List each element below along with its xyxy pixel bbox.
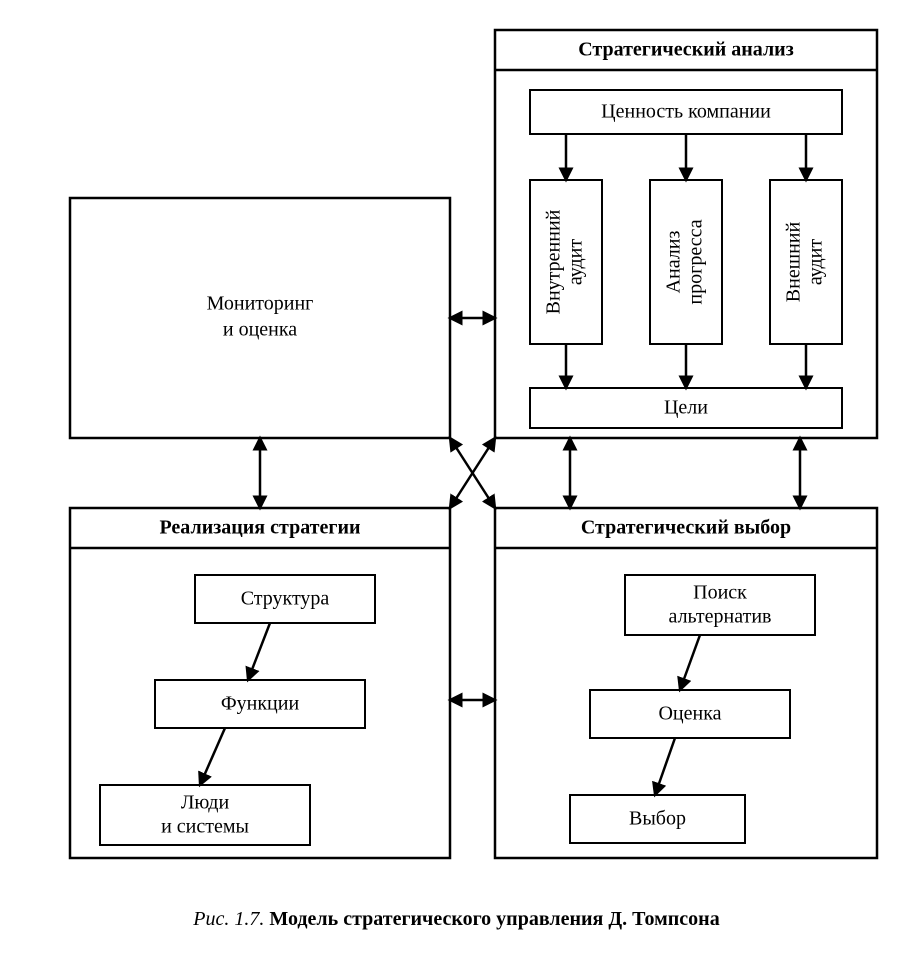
svg-text:Люди: Люди [181, 792, 230, 814]
svg-text:Ценность компании: Ценность компании [601, 101, 771, 123]
svg-text:аудит: аудит [565, 239, 587, 285]
svg-text:Реализация стратегии: Реализация стратегии [159, 517, 360, 539]
svg-text:Стратегический выбор: Стратегический выбор [581, 517, 791, 539]
svg-text:Цели: Цели [664, 397, 708, 419]
svg-text:Мониторинг: Мониторинг [207, 293, 314, 315]
svg-text:альтернатив: альтернатив [669, 606, 772, 628]
svg-text:Поиск: Поиск [693, 582, 747, 604]
svg-text:Внешний: Внешний [783, 221, 805, 302]
svg-text:Функции: Функции [221, 693, 300, 715]
svg-text:прогресса: прогресса [685, 219, 707, 304]
svg-text:аудит: аудит [805, 239, 827, 285]
svg-text:Анализ: Анализ [663, 231, 685, 294]
svg-text:и оценка: и оценка [223, 319, 297, 341]
svg-text:Выбор: Выбор [629, 808, 686, 830]
svg-text:Внутренний: Внутренний [543, 209, 565, 314]
diagram-canvas: Мониторинг и оценка Стратегический анализ Ц… [0, 0, 913, 954]
svg-text:Оценка: Оценка [658, 703, 721, 725]
svg-text:Стратегический анализ: Стратегический анализ [578, 39, 794, 61]
svg-text:и системы: и системы [161, 816, 249, 838]
svg-text:Рис. 1.7. Модель стратегическо: Рис. 1.7. Модель стратегического управле… [192, 908, 719, 930]
svg-text:Структура: Структура [241, 588, 330, 610]
